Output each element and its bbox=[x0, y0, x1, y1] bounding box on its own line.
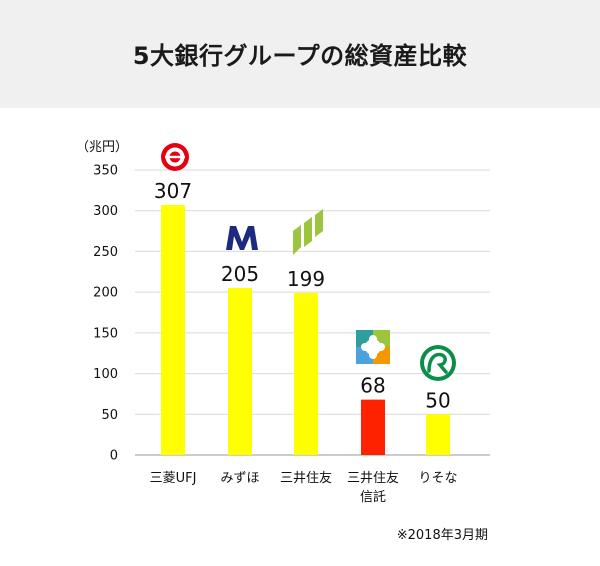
y-tick-label: 50 bbox=[101, 408, 118, 423]
resona-logo bbox=[420, 345, 456, 381]
bar-value-label: 68 bbox=[360, 374, 385, 398]
y-tick-label: 300 bbox=[93, 204, 118, 219]
bar bbox=[161, 205, 185, 455]
footnote: ※2018年3月期 bbox=[396, 528, 488, 543]
header-band bbox=[0, 0, 600, 108]
smtb-logo bbox=[356, 330, 390, 364]
category-label: 信託 bbox=[360, 489, 386, 505]
y-tick-label: 100 bbox=[93, 367, 118, 382]
y-tick-label: 0 bbox=[110, 449, 118, 464]
chart-title: 5大銀行グループの総資産比較 bbox=[132, 42, 468, 70]
bar bbox=[426, 414, 450, 455]
bar bbox=[294, 292, 318, 455]
smbc-logo bbox=[293, 209, 323, 255]
y-tick-label: 200 bbox=[93, 286, 118, 301]
y-tick-label: 250 bbox=[93, 245, 118, 260]
mufg-logo bbox=[161, 143, 189, 171]
bar-value-label: 307 bbox=[154, 179, 192, 203]
bar-value-label: 205 bbox=[221, 262, 259, 286]
mizuho-logo bbox=[226, 226, 258, 250]
bar-value-label: 50 bbox=[425, 388, 450, 412]
y-tick-label: 150 bbox=[93, 326, 118, 341]
bar bbox=[361, 399, 385, 455]
category-label: りそな bbox=[418, 471, 457, 486]
category-label: 三井住友 bbox=[347, 470, 399, 486]
bar bbox=[228, 288, 252, 455]
y-tick-label: 350 bbox=[93, 164, 118, 179]
bar-value-label: 199 bbox=[287, 267, 325, 291]
category-label: 三井住友 bbox=[280, 470, 332, 486]
category-label: みずほ bbox=[220, 471, 259, 486]
y-unit-label: （兆円） bbox=[76, 140, 128, 155]
category-label: 三菱UFJ bbox=[150, 471, 197, 486]
